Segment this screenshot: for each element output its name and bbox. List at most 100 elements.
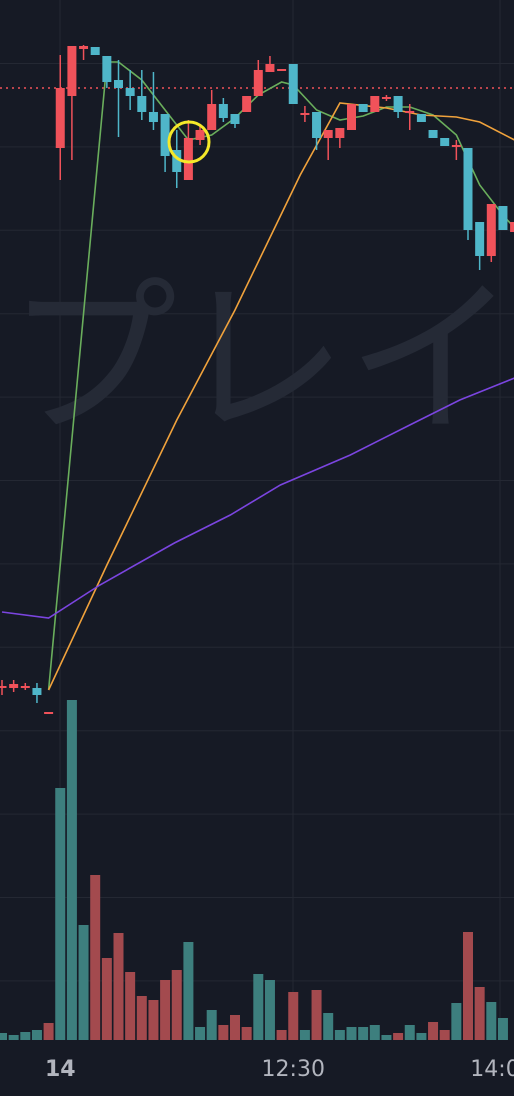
volume-bar — [55, 788, 66, 1040]
candle-body — [300, 113, 310, 115]
volume-bar — [404, 1025, 415, 1040]
candle-body — [347, 104, 356, 130]
volume-bar — [486, 1002, 497, 1040]
candle-body — [137, 96, 147, 112]
candle-body — [32, 688, 42, 695]
volume-bar — [299, 1030, 310, 1040]
volume-bar — [136, 996, 147, 1040]
candle-body — [428, 130, 438, 138]
volume-bar — [253, 974, 264, 1040]
candle-body — [323, 130, 333, 138]
volume-bar — [20, 1032, 31, 1040]
candle-body — [67, 46, 77, 96]
candle-body — [463, 148, 473, 230]
candle-body — [125, 88, 135, 96]
candle-body — [312, 112, 322, 138]
x-tick-label: 14:0 — [470, 1057, 514, 1082]
volume-bar — [125, 972, 136, 1040]
candle-body — [358, 104, 368, 112]
volume-bar — [369, 1025, 380, 1040]
candle-body — [242, 96, 252, 112]
candle-body — [440, 138, 450, 146]
volume-bar — [451, 1003, 462, 1040]
ma-line — [1, 377, 514, 619]
volume-bar — [439, 1030, 450, 1040]
volume-bar — [90, 875, 101, 1040]
volume-bar — [0, 1033, 7, 1040]
candle-body — [253, 70, 263, 96]
candle-body — [288, 64, 298, 104]
candle-body — [55, 88, 65, 148]
candle-body — [114, 80, 123, 88]
candle-body — [90, 47, 100, 55]
volume-bar — [206, 1010, 217, 1040]
candle-body — [475, 222, 485, 256]
candle-body — [195, 130, 205, 140]
volume-bar — [101, 958, 112, 1040]
candle-body — [160, 114, 170, 156]
volume-bar — [31, 1030, 42, 1040]
volume-bar — [463, 932, 473, 1040]
volume-bar — [241, 1027, 252, 1040]
volume-bar — [195, 1027, 206, 1040]
candle-body — [183, 138, 193, 180]
candle-body — [277, 69, 287, 71]
volume-bar — [416, 1033, 427, 1040]
volume-bar — [381, 1035, 392, 1040]
volume-bar — [311, 990, 322, 1040]
watermark: プレイ — [7, 261, 514, 459]
volume-bar — [346, 1027, 357, 1040]
highlight-circle — [167, 120, 211, 164]
volume-bar — [474, 987, 485, 1040]
volume-bar — [78, 925, 89, 1040]
plot — [0, 45, 514, 1040]
candle-body — [405, 111, 415, 113]
candle-body — [451, 145, 461, 147]
volume-bar — [393, 1033, 404, 1040]
candle-body — [218, 104, 228, 118]
candle-body — [416, 114, 426, 122]
candle-body — [335, 128, 345, 138]
candle-body — [9, 684, 19, 688]
ma-line — [47, 102, 514, 691]
volume-bar — [8, 1035, 19, 1040]
candle-body — [510, 222, 514, 232]
volume-bar — [428, 1022, 439, 1040]
volume-bar — [358, 1027, 369, 1040]
x-tick-label: 12:30 — [262, 1057, 325, 1082]
volume-bar — [113, 933, 124, 1040]
volume-bar — [66, 700, 77, 1040]
candle-body — [0, 686, 7, 688]
volume-bar — [171, 970, 182, 1040]
candle-body — [486, 204, 496, 256]
x-tick-label: 14 — [45, 1057, 76, 1082]
volume-bar — [230, 1015, 240, 1040]
volume-bar — [288, 992, 299, 1040]
candle-body — [172, 150, 182, 172]
candle-body — [393, 96, 403, 112]
volume-bar — [183, 942, 194, 1040]
candle-body — [230, 114, 240, 124]
volume-bar — [264, 980, 275, 1040]
grid — [0, 0, 514, 1040]
candle-body — [370, 96, 380, 112]
volume-bar — [148, 1000, 159, 1040]
volume-bar — [276, 1030, 287, 1040]
candle-body — [79, 46, 89, 49]
volume-bar — [497, 1018, 508, 1040]
candle-body — [498, 206, 508, 230]
candle-body — [207, 104, 217, 130]
candle-body — [20, 686, 30, 688]
volume-bar — [160, 980, 171, 1040]
candle-body — [265, 64, 275, 72]
candle-body — [102, 56, 112, 82]
candle-body — [148, 112, 158, 122]
volume-bar — [43, 1023, 54, 1040]
volume-bar — [334, 1030, 345, 1040]
volume-bar — [323, 1013, 334, 1040]
candle-body — [44, 712, 54, 714]
volume-bar — [218, 1025, 229, 1040]
candle-body — [381, 97, 391, 99]
